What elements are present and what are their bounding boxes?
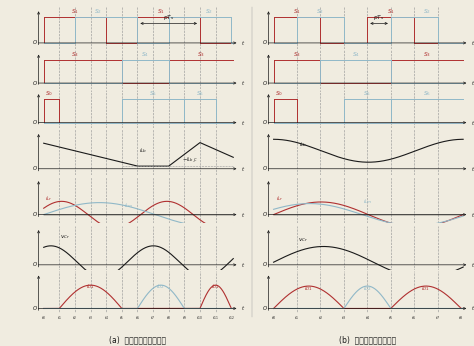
Text: $t_{11}$: $t_{11}$	[212, 314, 219, 322]
Text: $t$: $t$	[471, 39, 474, 47]
Text: O: O	[263, 81, 267, 85]
Text: $S_0$: $S_0$	[274, 89, 283, 98]
Text: $S_3$: $S_3$	[71, 49, 79, 58]
Text: $S_2$: $S_2$	[205, 7, 213, 16]
Text: $t$: $t$	[241, 304, 246, 312]
Text: $S_4$: $S_4$	[352, 49, 360, 58]
Text: $t_6$: $t_6$	[411, 314, 417, 322]
Text: $t$: $t$	[471, 119, 474, 127]
Text: $pT_s$: $pT_s$	[163, 13, 174, 22]
Text: O: O	[263, 166, 267, 171]
Text: $t_6$: $t_6$	[135, 314, 140, 322]
Text: O: O	[263, 306, 267, 311]
Text: (a)  交叠模式的模态波形: (a) 交叠模式的模态波形	[109, 335, 166, 344]
Text: O: O	[33, 120, 37, 125]
Text: $t_1$: $t_1$	[294, 314, 300, 322]
Text: $S_3$: $S_3$	[423, 49, 431, 58]
Text: O: O	[263, 120, 267, 125]
Text: $t_0$: $t_0$	[271, 314, 276, 322]
Text: $S_1$: $S_1$	[387, 7, 395, 16]
Text: $i_{Lm}$: $i_{Lm}$	[363, 197, 372, 206]
Text: $t_9$: $t_9$	[182, 314, 187, 322]
Text: $t_7$: $t_7$	[435, 314, 440, 322]
Text: $S_3$: $S_3$	[197, 49, 205, 58]
Text: O: O	[33, 40, 37, 45]
Text: $S_5$: $S_5$	[364, 89, 371, 98]
Text: $t$: $t$	[471, 261, 474, 269]
Text: $v_{Cr}$: $v_{Cr}$	[60, 233, 71, 241]
Text: $t_8$: $t_8$	[458, 314, 464, 322]
Text: $i_{D2}$: $i_{D2}$	[156, 282, 165, 291]
Text: $t$: $t$	[471, 79, 474, 87]
Text: $S_2$: $S_2$	[423, 7, 431, 16]
Text: $t_2$: $t_2$	[73, 314, 78, 322]
Text: $S_1$: $S_1$	[71, 7, 79, 16]
Text: $-I_{Lb\_C}$: $-I_{Lb\_C}$	[182, 155, 199, 164]
Text: $S_6$: $S_6$	[423, 89, 431, 98]
Text: $v_{Cr}$: $v_{Cr}$	[298, 236, 308, 244]
Text: O: O	[33, 306, 37, 311]
Text: $S_2$: $S_2$	[317, 7, 324, 16]
Text: $i_{Lb}$: $i_{Lb}$	[299, 140, 308, 149]
Text: $t_5$: $t_5$	[119, 314, 124, 322]
Text: $S_6$: $S_6$	[196, 89, 204, 98]
Text: $t$: $t$	[241, 79, 246, 87]
Text: O: O	[33, 166, 37, 171]
Text: $S_5$: $S_5$	[149, 89, 157, 98]
Text: $t$: $t$	[241, 119, 246, 127]
Text: $t$: $t$	[471, 304, 474, 312]
Text: O: O	[263, 212, 267, 217]
Text: $i_{D1}$: $i_{D1}$	[211, 282, 220, 291]
Text: $t_{10}$: $t_{10}$	[196, 314, 203, 322]
Text: $pT_s$: $pT_s$	[374, 13, 385, 22]
Text: $i_{Lm}$: $i_{Lm}$	[124, 201, 134, 210]
Text: $i_{Lr}$: $i_{Lr}$	[275, 194, 283, 203]
Text: $i_{D1}$: $i_{D1}$	[304, 284, 313, 293]
Text: O: O	[33, 262, 37, 267]
Text: (b)  整流模式的模态波形: (b) 整流模式的模态波形	[339, 335, 396, 344]
Text: $t$: $t$	[241, 261, 246, 269]
Text: O: O	[263, 40, 267, 45]
Text: $i_{D2}$: $i_{D2}$	[363, 284, 372, 293]
Text: $t_2$: $t_2$	[318, 314, 323, 322]
Text: $t_3$: $t_3$	[88, 314, 93, 322]
Text: $t$: $t$	[471, 211, 474, 219]
Text: $S_1$: $S_1$	[293, 7, 301, 16]
Text: $t_8$: $t_8$	[166, 314, 171, 322]
Text: $S_1$: $S_1$	[157, 7, 165, 16]
Text: $t_4$: $t_4$	[365, 314, 370, 322]
Text: $i_{D1}$: $i_{D1}$	[86, 282, 95, 291]
Text: $t_3$: $t_3$	[341, 314, 346, 322]
Text: $t_7$: $t_7$	[150, 314, 155, 322]
Text: $t$: $t$	[241, 211, 246, 219]
Text: $t_{12}$: $t_{12}$	[228, 314, 235, 322]
Text: $S_2$: $S_2$	[94, 7, 102, 16]
Text: O: O	[33, 212, 37, 217]
Text: $t_4$: $t_4$	[103, 314, 109, 322]
Text: $t_5$: $t_5$	[388, 314, 393, 322]
Text: $t_1$: $t_1$	[57, 314, 62, 322]
Text: $S_4$: $S_4$	[141, 49, 149, 58]
Text: $i_{Lb}$: $i_{Lb}$	[139, 146, 148, 155]
Text: $i_{D1}$: $i_{D1}$	[421, 284, 430, 293]
Text: O: O	[33, 81, 37, 85]
Text: $t_0$: $t_0$	[41, 314, 46, 322]
Text: $i_{Lr}$: $i_{Lr}$	[45, 194, 53, 203]
Text: $t$: $t$	[241, 39, 246, 47]
Text: $S_3$: $S_3$	[293, 49, 301, 58]
Text: $t$: $t$	[471, 165, 474, 173]
Text: O: O	[263, 262, 267, 267]
Text: $t$: $t$	[241, 165, 246, 173]
Text: $S_0$: $S_0$	[45, 89, 53, 98]
